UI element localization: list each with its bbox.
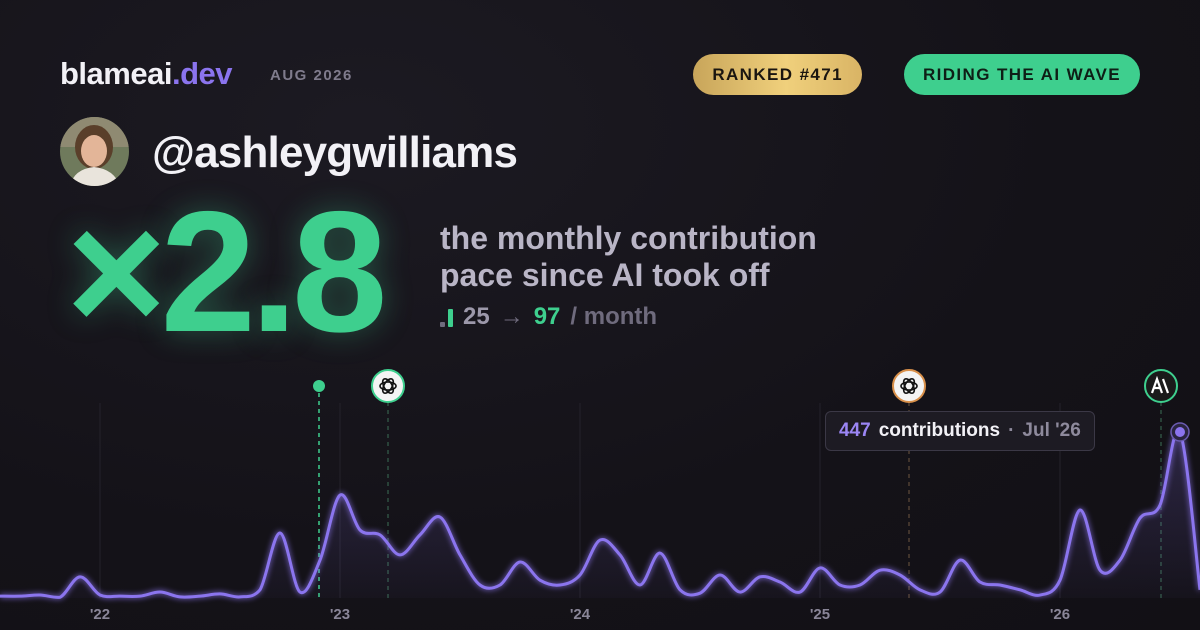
brand: blameai.dev (60, 56, 232, 92)
tooltip-date: Jul '26 (1022, 420, 1081, 441)
tooltip-separator: · (1008, 420, 1015, 441)
openai-icon (892, 369, 926, 403)
marker-dot (313, 380, 325, 392)
pace-stats: 25 → 97 / month (440, 303, 657, 331)
rank-badge: RANKED #471 (693, 54, 862, 95)
pace-unit: / month (570, 303, 658, 330)
avatar (60, 117, 129, 186)
x-tick-label: '23 (330, 606, 350, 623)
openai-icon (371, 369, 405, 403)
date: AUG 2026 (270, 67, 353, 84)
grid: '22 '23 '24 '25 '26 (90, 403, 1070, 623)
anthropic-icon (1144, 369, 1178, 403)
pace-before: 25 (463, 303, 490, 330)
peak-point (1175, 427, 1185, 437)
multiplier: ×2.8 (66, 176, 388, 368)
x-tick-label: '25 (810, 606, 830, 623)
area (0, 430, 1200, 598)
tooltip: 447 contributions · Jul '26 (825, 411, 1095, 451)
brand-tld: .dev (171, 56, 233, 91)
tooltip-value: 447 (839, 420, 871, 441)
brand-name: blameai (60, 56, 172, 91)
pace-icon (440, 307, 453, 327)
tooltip-label: contributions (878, 420, 1001, 441)
description: the monthly contribution pace since AI t… (440, 220, 817, 293)
status-badge: RIDING THE AI WAVE (903, 54, 1140, 95)
username: @ashleygwilliams (152, 128, 518, 177)
x-tick-label: '24 (570, 606, 591, 623)
pace-arrow: → (499, 303, 524, 330)
plot (0, 422, 1200, 599)
line (0, 428, 1200, 599)
pace-after: 97 (533, 303, 561, 330)
x-tick-label: '22 (90, 606, 110, 623)
x-tick-label: '26 (1050, 606, 1070, 623)
